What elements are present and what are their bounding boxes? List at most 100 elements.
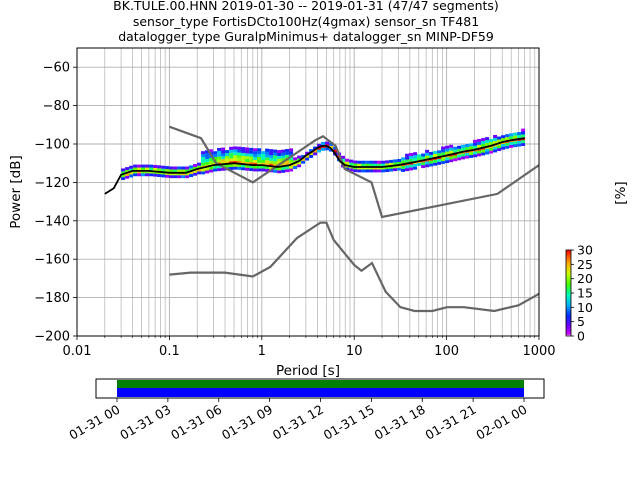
heatmap-cell <box>465 152 470 156</box>
x-axis-label: Period [s] <box>276 363 340 379</box>
heatmap-cell <box>401 160 406 164</box>
heatmap-cell <box>293 165 298 169</box>
heatmap-cell <box>449 147 454 151</box>
x-tick-label: 10 <box>346 344 363 359</box>
heatmap-cell <box>241 167 246 171</box>
heatmap-cell <box>145 173 150 177</box>
heatmap-cell <box>217 153 222 157</box>
heatmap-cell <box>489 150 494 154</box>
heatmap-cell <box>349 162 354 166</box>
heatmap-cell <box>505 134 510 138</box>
heatmap-cell <box>229 152 234 156</box>
heatmap-cell <box>469 146 474 150</box>
heatmap-cell <box>261 162 266 166</box>
heatmap-cell <box>277 158 282 162</box>
heatmap-cell <box>137 173 142 177</box>
heatmap-cell <box>233 152 238 156</box>
heatmap-cell <box>445 145 450 149</box>
title-line-3: datalogger_type GuralpMinimus+ datalogge… <box>118 29 494 44</box>
plot-frame <box>76 47 540 337</box>
heatmap-cell <box>461 153 466 157</box>
heatmap-cell <box>269 166 274 170</box>
heatmap-cell <box>333 149 338 153</box>
heatmap-cell <box>133 167 138 171</box>
heatmap-cell <box>485 142 490 146</box>
heatmap-cell <box>389 165 394 169</box>
heatmap-cell <box>449 144 454 148</box>
heatmap-cell <box>261 151 266 155</box>
heatmap-cell <box>433 151 438 155</box>
heatmap-cell <box>521 140 526 144</box>
heatmap-cell <box>473 142 478 146</box>
heatmap-cell <box>217 168 222 172</box>
heatmap-cell <box>417 154 422 158</box>
heatmap-cell <box>457 145 462 149</box>
y-tick-label: −200 <box>34 330 70 345</box>
heatmap-cell <box>125 167 130 171</box>
heatmap-cell <box>145 170 150 174</box>
heatmap-cell <box>205 156 210 160</box>
heatmap-cell <box>369 160 374 164</box>
heatmap-cell <box>393 159 398 163</box>
y-tick-label: −120 <box>34 176 70 191</box>
heatmap-cell <box>421 162 426 166</box>
colorbar-tick-label: 0 <box>577 329 585 344</box>
heatmap-cell <box>353 163 358 167</box>
heatmap-cell <box>509 144 514 148</box>
heatmap-cell <box>133 173 138 177</box>
heatmap-cell <box>273 158 278 162</box>
heatmap-cell <box>269 160 274 164</box>
heatmap-cell <box>369 169 374 173</box>
heatmap-cell <box>229 149 234 153</box>
heatmap-cell <box>517 140 522 144</box>
heatmap-cell <box>273 149 278 153</box>
heatmap-cell <box>317 143 322 147</box>
heatmap-cell <box>481 152 486 156</box>
heatmap-cell <box>225 150 230 154</box>
heatmap-cell <box>277 167 282 171</box>
y-tick-label: −100 <box>34 138 70 153</box>
heatmap-cell <box>421 165 426 169</box>
heatmap-cell <box>329 145 334 149</box>
heatmap-cell <box>449 156 454 160</box>
heatmap-cell <box>217 159 222 163</box>
heatmap-cell <box>265 168 270 172</box>
heatmap-cell <box>469 143 474 147</box>
heatmap-cell <box>497 136 502 140</box>
heatmap-cell <box>465 155 470 159</box>
heatmap-cell <box>501 135 506 139</box>
heatmap-cell <box>137 167 142 171</box>
heatmap-cell <box>177 175 182 179</box>
heatmap-cell <box>321 147 326 151</box>
heatmap-cell <box>425 161 430 165</box>
heatmap-cell <box>277 152 282 156</box>
heatmap-cell <box>465 146 470 150</box>
heatmap-cell <box>269 163 274 167</box>
heatmap-cell <box>429 160 434 164</box>
heatmap-cell <box>361 166 366 170</box>
heatmap-cell <box>125 172 130 176</box>
heatmap-cell <box>513 132 518 136</box>
heatmap-cell <box>237 166 242 170</box>
heatmap-cell <box>361 160 366 164</box>
heatmap-cell <box>261 168 266 172</box>
heatmap-cell <box>517 134 522 138</box>
heatmap-cell <box>209 166 214 170</box>
heatmap-cell <box>305 157 310 161</box>
heatmap-cell <box>257 151 262 155</box>
heatmap-cell <box>437 153 442 157</box>
heatmap-cell <box>341 158 346 162</box>
heatmap-cell <box>365 160 370 164</box>
colorbar-gradient <box>565 249 572 337</box>
heatmap-cell <box>517 143 522 147</box>
heatmap-cell <box>245 167 250 171</box>
heatmap-cell <box>185 166 190 170</box>
heatmap-cell <box>213 154 218 158</box>
heatmap-cell <box>217 147 222 151</box>
heatmap-cell <box>161 174 166 178</box>
heatmap-cell <box>269 157 274 161</box>
heatmap-cell <box>153 164 158 168</box>
heatmap-cell <box>373 163 378 167</box>
heatmap-cell <box>505 137 510 141</box>
heatmap-cell <box>501 143 506 147</box>
